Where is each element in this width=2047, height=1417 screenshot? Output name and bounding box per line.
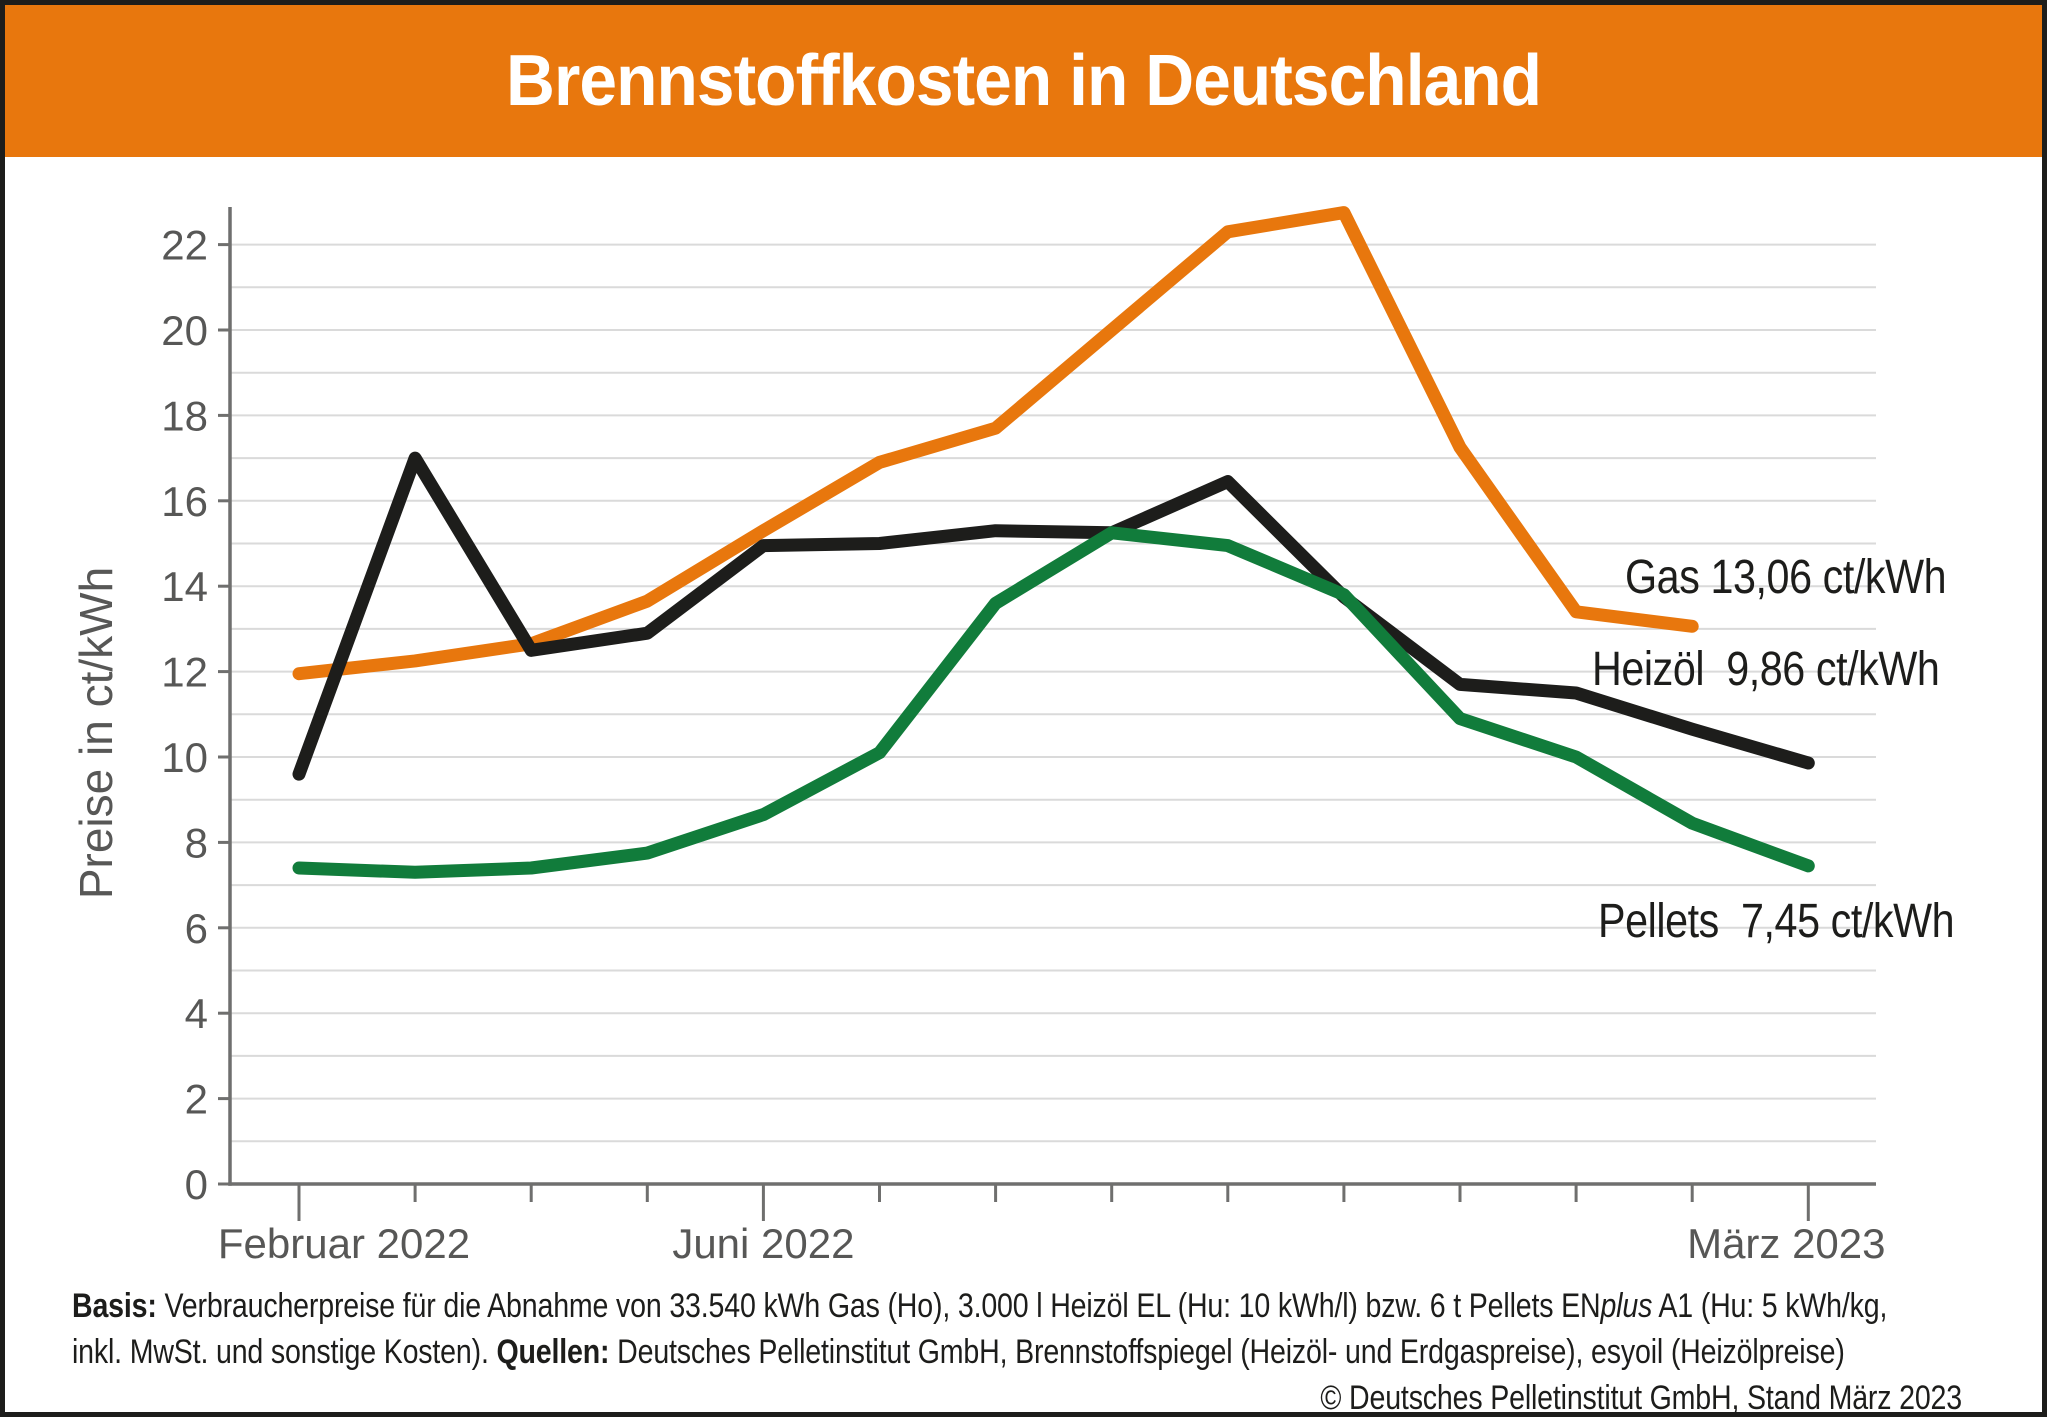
- series-label-heizoel: Heizöl 9,86 ct/kWh: [1592, 643, 1940, 696]
- y-axis-title: Preise in ct/kWh: [70, 566, 122, 900]
- svg-text:2: 2: [185, 1076, 208, 1123]
- series-label-pellets: Pellets 7,45 ct/kWh: [1598, 895, 1955, 948]
- enplus-italic: plus: [1600, 1287, 1653, 1325]
- svg-text:10: 10: [161, 734, 208, 781]
- svg-text:8: 8: [185, 819, 208, 866]
- svg-text:14: 14: [161, 563, 208, 610]
- svg-text:Februar 2022: Februar 2022: [218, 1220, 470, 1267]
- svg-text:6: 6: [185, 905, 208, 952]
- page-title: Brennstoffkosten in Deutschland: [505, 41, 1542, 121]
- footnote-basis: Basis: Verbraucherpreise für die Abnahme…: [72, 1287, 1888, 1325]
- svg-text:16: 16: [161, 478, 208, 525]
- svg-text:0: 0: [185, 1161, 208, 1208]
- svg-text:4: 4: [185, 990, 208, 1037]
- title-bar: Brennstoffkosten in Deutschland: [5, 5, 2042, 157]
- svg-text:18: 18: [161, 392, 208, 439]
- svg-text:Juni 2022: Juni 2022: [672, 1220, 854, 1267]
- footnote-quellen: inkl. MwSt. und sonstige Kosten). Quelle…: [72, 1333, 1845, 1371]
- svg-text:März 2023: März 2023: [1687, 1220, 1885, 1267]
- svg-text:12: 12: [161, 649, 208, 696]
- svg-text:22: 22: [161, 222, 208, 269]
- svg-text:20: 20: [161, 307, 208, 354]
- series-label-gas: Gas 13,06 ct/kWh: [1625, 551, 1947, 604]
- basis-label: Basis:: [72, 1287, 157, 1325]
- quellen-label: Quellen:: [496, 1333, 610, 1371]
- footnote: Basis: Verbraucherpreise für die Abnahme…: [72, 1283, 1962, 1417]
- copyright: © Deutsches Pelletinstitut GmbH, Stand M…: [1320, 1379, 1962, 1417]
